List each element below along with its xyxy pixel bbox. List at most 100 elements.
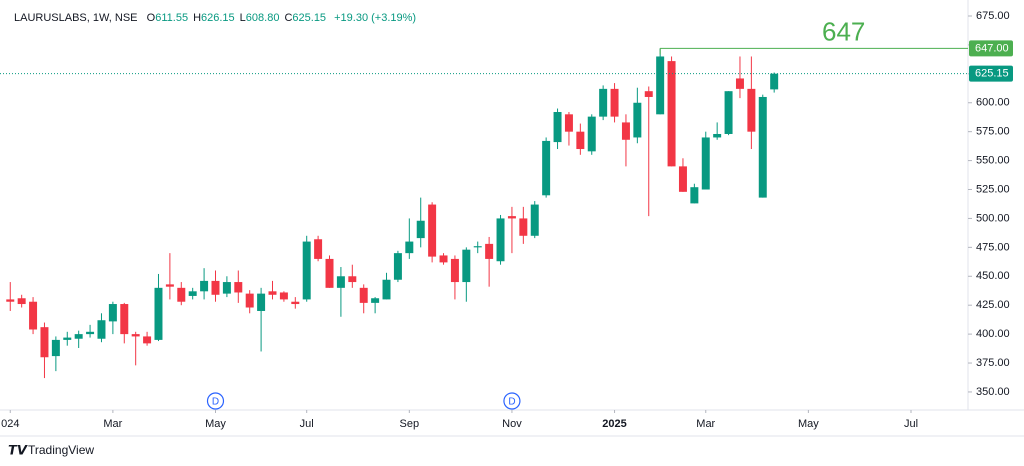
candle-body — [302, 241, 311, 300]
x-tick-label: Sep — [400, 418, 420, 430]
dividend-label: D — [508, 397, 515, 408]
ohlc: O611.55 H626.15 L608.80 C625.15 — [147, 12, 331, 24]
candle-body — [17, 298, 26, 305]
candle-body — [450, 258, 459, 283]
x-tick-label: 024 — [1, 418, 19, 430]
ohlc-value: 611.55 — [155, 12, 189, 24]
candle-body — [656, 56, 665, 115]
ohlc-value: 625.15 — [292, 12, 327, 24]
candle-body — [86, 331, 95, 335]
x-tick-label: May — [798, 418, 819, 430]
y-tick-label: 575.00 — [976, 126, 1010, 138]
candle-body — [553, 112, 562, 143]
branding: TradingView — [28, 443, 94, 457]
candle-body — [371, 298, 380, 303]
price-label-box — [969, 40, 1013, 57]
ohlc-key: C — [284, 12, 293, 24]
candle-body — [291, 301, 300, 305]
candle-body — [405, 241, 414, 254]
y-tick-label: 600.00 — [976, 97, 1010, 109]
candle-body — [211, 280, 220, 295]
y-tick-label: 675.00 — [976, 10, 1010, 22]
dividend-marker — [503, 392, 521, 410]
legend-header: LAURUSLABS, 1W, NSE O611.55 H626.15 L608.8… — [14, 12, 421, 24]
candle-body — [97, 320, 106, 339]
candle-body — [74, 334, 83, 339]
candle-body — [496, 218, 505, 262]
candle-body — [108, 304, 117, 322]
candle-body — [564, 114, 573, 132]
y-tick-label: 350.00 — [976, 386, 1010, 398]
candle-body — [678, 166, 687, 192]
x-tick-label: Nov — [502, 418, 522, 430]
candle-body — [40, 327, 49, 358]
logo-icon: 𝙏𝙑 — [8, 442, 28, 457]
candle-body — [633, 102, 642, 138]
candle-body — [257, 293, 266, 311]
price-label: 625.15 — [975, 68, 1009, 80]
candle-body — [29, 301, 38, 330]
y-tick-label: 450.00 — [976, 270, 1010, 282]
candle-body — [747, 88, 756, 132]
candle-body — [724, 91, 733, 134]
candle-body — [154, 287, 163, 340]
y-tick-label: 375.00 — [976, 357, 1010, 369]
candle-body — [131, 334, 140, 337]
candle-body — [165, 284, 174, 287]
x-tick-label: Mar — [696, 418, 715, 430]
x-tick-label: 2025 — [602, 418, 626, 430]
candle-body — [336, 276, 345, 288]
candle-body — [507, 216, 516, 219]
candle-body — [701, 137, 710, 190]
candle-body — [416, 220, 425, 239]
candle-body — [63, 337, 72, 340]
change: +19.30 (+3.19%) — [334, 12, 417, 24]
ohlc-key: O — [146, 12, 156, 24]
candle-body — [393, 253, 402, 280]
candle-body — [245, 293, 254, 308]
y-tick-label: 400.00 — [976, 328, 1010, 340]
ohlc-key: L — [239, 12, 246, 24]
candle-body — [120, 304, 129, 335]
candle-body — [268, 291, 277, 295]
candle-body — [667, 61, 676, 167]
candle-body — [621, 122, 630, 140]
candle-body — [51, 339, 60, 357]
candle-body — [234, 282, 243, 293]
candle-body — [770, 73, 779, 90]
dividend-label: D — [212, 397, 219, 408]
ohlc-value: 608.80 — [245, 12, 280, 24]
candle-body — [587, 116, 596, 152]
x-tick-label: Mar — [103, 418, 122, 430]
candle-body — [576, 131, 585, 150]
candle-body — [314, 239, 323, 259]
candle-body — [610, 88, 619, 117]
y-tick-label: 500.00 — [976, 212, 1010, 224]
x-tick-label: Jul — [300, 418, 314, 430]
candle-body — [530, 204, 539, 236]
candle-body — [473, 246, 482, 248]
candle-body — [359, 287, 368, 303]
symbol: LAURUSLABS, 1W, NSE — [14, 12, 138, 24]
candle-body — [599, 88, 608, 117]
dividend-marker — [206, 392, 225, 410]
y-tick-label: 525.00 — [976, 183, 1010, 195]
candle-body — [519, 218, 528, 236]
candle-body — [690, 187, 699, 204]
candle-body — [485, 243, 494, 259]
candle-body — [542, 140, 551, 196]
price-annotation: 647 — [822, 16, 865, 46]
ohlc-value: 626.15 — [201, 12, 235, 24]
price-label: 647.00 — [975, 42, 1009, 54]
candle-body — [325, 258, 334, 288]
candle-body — [348, 276, 357, 283]
ohlc-key: H — [193, 12, 202, 24]
candle-body — [279, 292, 288, 300]
candle-body — [439, 255, 448, 263]
candle-body — [758, 96, 767, 198]
candle-body — [644, 91, 653, 97]
x-tick-label: May — [205, 418, 226, 430]
candle-body — [177, 287, 186, 302]
y-tick-label: 425.00 — [976, 299, 1010, 311]
